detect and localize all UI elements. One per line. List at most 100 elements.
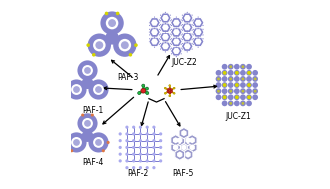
Circle shape <box>159 25 160 26</box>
Circle shape <box>240 64 246 70</box>
Circle shape <box>146 125 149 129</box>
Circle shape <box>71 84 82 95</box>
Ellipse shape <box>90 82 96 90</box>
Circle shape <box>234 64 240 70</box>
Circle shape <box>198 35 199 36</box>
Circle shape <box>129 53 132 57</box>
Circle shape <box>181 48 182 49</box>
Circle shape <box>246 70 252 76</box>
Circle shape <box>176 26 177 27</box>
Circle shape <box>246 94 252 100</box>
Circle shape <box>193 29 194 30</box>
Circle shape <box>152 132 155 136</box>
Circle shape <box>125 159 129 163</box>
Circle shape <box>169 85 171 87</box>
Circle shape <box>198 28 199 29</box>
Circle shape <box>165 42 166 43</box>
Circle shape <box>187 21 188 22</box>
Text: PAF-2: PAF-2 <box>127 169 148 178</box>
Circle shape <box>246 101 252 106</box>
Circle shape <box>254 77 257 80</box>
Circle shape <box>165 23 166 24</box>
Circle shape <box>176 16 177 18</box>
Circle shape <box>116 12 119 15</box>
Circle shape <box>181 25 182 26</box>
Circle shape <box>66 132 86 153</box>
Circle shape <box>228 101 234 106</box>
Circle shape <box>252 88 258 94</box>
Circle shape <box>240 70 246 76</box>
Circle shape <box>159 146 162 149</box>
Circle shape <box>234 76 240 82</box>
Circle shape <box>118 39 131 51</box>
Circle shape <box>222 70 227 76</box>
Circle shape <box>84 67 91 74</box>
Circle shape <box>242 65 245 68</box>
Circle shape <box>165 51 166 53</box>
Circle shape <box>170 39 171 40</box>
Circle shape <box>149 29 150 30</box>
Circle shape <box>235 83 239 87</box>
Circle shape <box>215 70 221 76</box>
Circle shape <box>154 28 155 29</box>
Circle shape <box>222 94 227 100</box>
Circle shape <box>235 71 239 75</box>
Circle shape <box>228 94 234 100</box>
Circle shape <box>246 88 252 94</box>
Circle shape <box>171 44 172 45</box>
Circle shape <box>100 11 124 35</box>
Circle shape <box>252 70 258 76</box>
Circle shape <box>159 153 162 156</box>
Circle shape <box>118 159 122 163</box>
Circle shape <box>170 49 171 50</box>
Circle shape <box>202 34 204 36</box>
Circle shape <box>167 91 169 93</box>
Circle shape <box>222 88 227 94</box>
Circle shape <box>240 76 246 82</box>
Circle shape <box>159 38 160 39</box>
Circle shape <box>93 84 104 95</box>
Circle shape <box>202 25 204 26</box>
Circle shape <box>146 166 149 169</box>
Circle shape <box>159 44 160 45</box>
Circle shape <box>165 33 166 34</box>
Circle shape <box>182 33 183 35</box>
Circle shape <box>223 95 226 99</box>
Ellipse shape <box>83 127 92 132</box>
Circle shape <box>132 159 135 163</box>
Circle shape <box>254 90 257 93</box>
Circle shape <box>88 33 111 57</box>
Circle shape <box>125 132 129 136</box>
Circle shape <box>160 43 161 44</box>
Circle shape <box>171 38 172 39</box>
Circle shape <box>125 125 129 129</box>
Circle shape <box>176 45 177 46</box>
Circle shape <box>102 149 105 152</box>
Circle shape <box>160 49 161 50</box>
Circle shape <box>165 12 166 13</box>
Circle shape <box>170 89 173 91</box>
Ellipse shape <box>90 135 96 143</box>
Circle shape <box>160 33 161 35</box>
Circle shape <box>105 12 108 15</box>
Circle shape <box>66 79 86 100</box>
Circle shape <box>139 132 142 136</box>
Circle shape <box>95 41 103 49</box>
Circle shape <box>228 64 234 70</box>
Circle shape <box>159 159 162 163</box>
Circle shape <box>132 166 135 169</box>
Circle shape <box>82 118 93 129</box>
Circle shape <box>154 46 155 48</box>
Circle shape <box>198 37 199 38</box>
Circle shape <box>223 83 226 87</box>
Circle shape <box>164 87 166 89</box>
Circle shape <box>173 87 175 89</box>
Circle shape <box>149 25 150 26</box>
Circle shape <box>171 53 172 54</box>
Ellipse shape <box>102 37 109 46</box>
Circle shape <box>198 26 199 27</box>
Circle shape <box>78 60 98 81</box>
Circle shape <box>229 102 232 105</box>
Circle shape <box>159 19 160 20</box>
Circle shape <box>191 39 193 40</box>
